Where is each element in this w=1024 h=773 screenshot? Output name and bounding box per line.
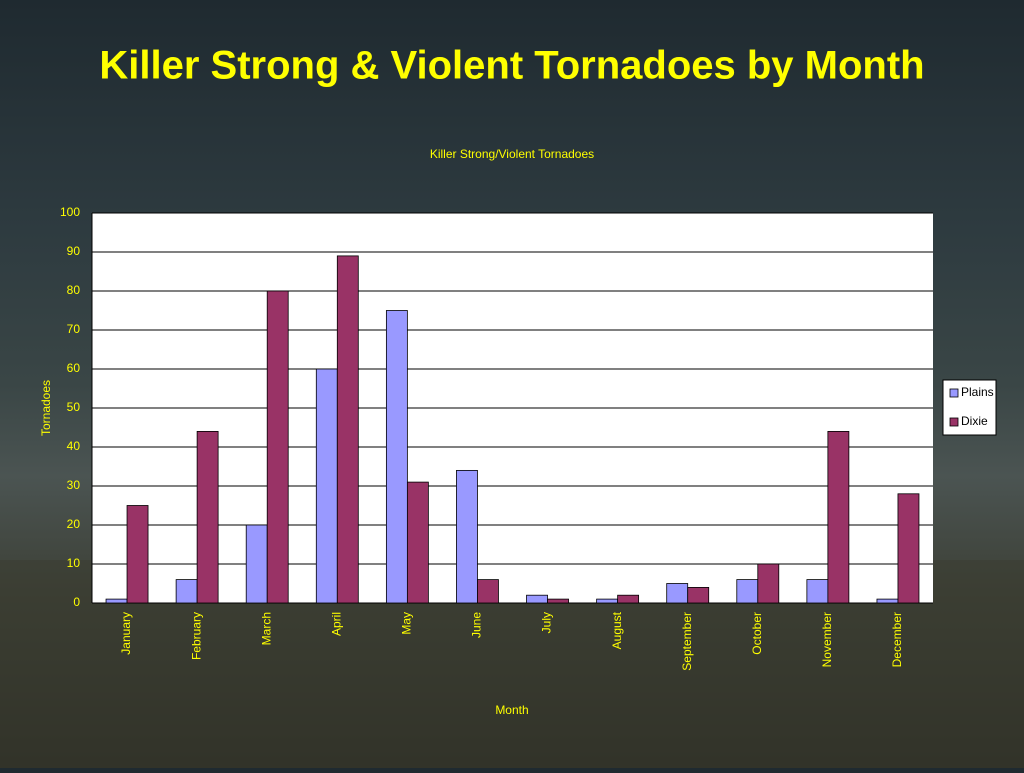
bar <box>666 583 689 604</box>
bar <box>126 505 149 604</box>
bar <box>806 579 829 604</box>
x-tick-label: December <box>890 612 904 667</box>
bar <box>196 430 219 604</box>
y-tick-label: 0 <box>73 595 80 609</box>
bar <box>406 481 429 604</box>
x-tick-label: October <box>750 612 764 655</box>
bar <box>245 524 268 604</box>
x-tick-label: May <box>400 612 414 635</box>
y-tick-label: 40 <box>67 439 81 453</box>
x-tick-label: April <box>329 612 343 636</box>
legend-label: Plains <box>961 385 994 399</box>
x-tick-label: September <box>680 612 694 671</box>
y-tick-label: 50 <box>67 400 81 414</box>
slide-title: Killer Strong & Violent Tornadoes by Mon… <box>99 44 924 88</box>
bar <box>687 587 710 604</box>
y-tick-label: 10 <box>67 556 81 570</box>
bar <box>477 579 499 604</box>
x-tick-label: March <box>259 612 273 645</box>
bar <box>827 430 850 604</box>
bar <box>105 598 128 604</box>
chart-title: Killer Strong/Violent Tornadoes <box>430 147 594 161</box>
y-tick-label: 70 <box>67 322 81 336</box>
y-tick-label: 20 <box>67 517 81 531</box>
legend-swatch <box>949 417 959 427</box>
legend: Plains Dixie <box>942 379 997 436</box>
x-tick-label: August <box>610 611 624 649</box>
x-axis-title: Month <box>495 703 528 717</box>
bar <box>736 579 759 604</box>
bar <box>757 563 780 604</box>
bar <box>617 594 640 604</box>
y-axis-title: Tornadoes <box>39 380 53 436</box>
bar <box>897 493 920 604</box>
y-tick-label: 80 <box>67 283 81 297</box>
legend-label: Dixie <box>961 414 988 428</box>
y-tick-label: 60 <box>67 361 81 375</box>
y-tick-label: 90 <box>67 244 81 258</box>
bar <box>315 368 338 604</box>
bar <box>336 255 359 604</box>
bar <box>547 598 569 604</box>
x-tick-label: February <box>189 612 203 660</box>
bar <box>266 290 289 604</box>
x-tick-label: November <box>820 612 834 667</box>
x-tick-label: July <box>540 612 554 633</box>
bar <box>175 579 198 604</box>
y-tick-label: 100 <box>60 205 80 219</box>
y-tick-label: 30 <box>67 478 81 492</box>
bar <box>385 310 408 604</box>
x-tick-label: June <box>470 612 484 638</box>
legend-swatch <box>949 388 959 398</box>
bar <box>596 598 619 604</box>
bar <box>456 469 478 604</box>
x-tick-label: January <box>119 612 133 655</box>
bar <box>876 598 899 604</box>
bar <box>526 594 548 604</box>
